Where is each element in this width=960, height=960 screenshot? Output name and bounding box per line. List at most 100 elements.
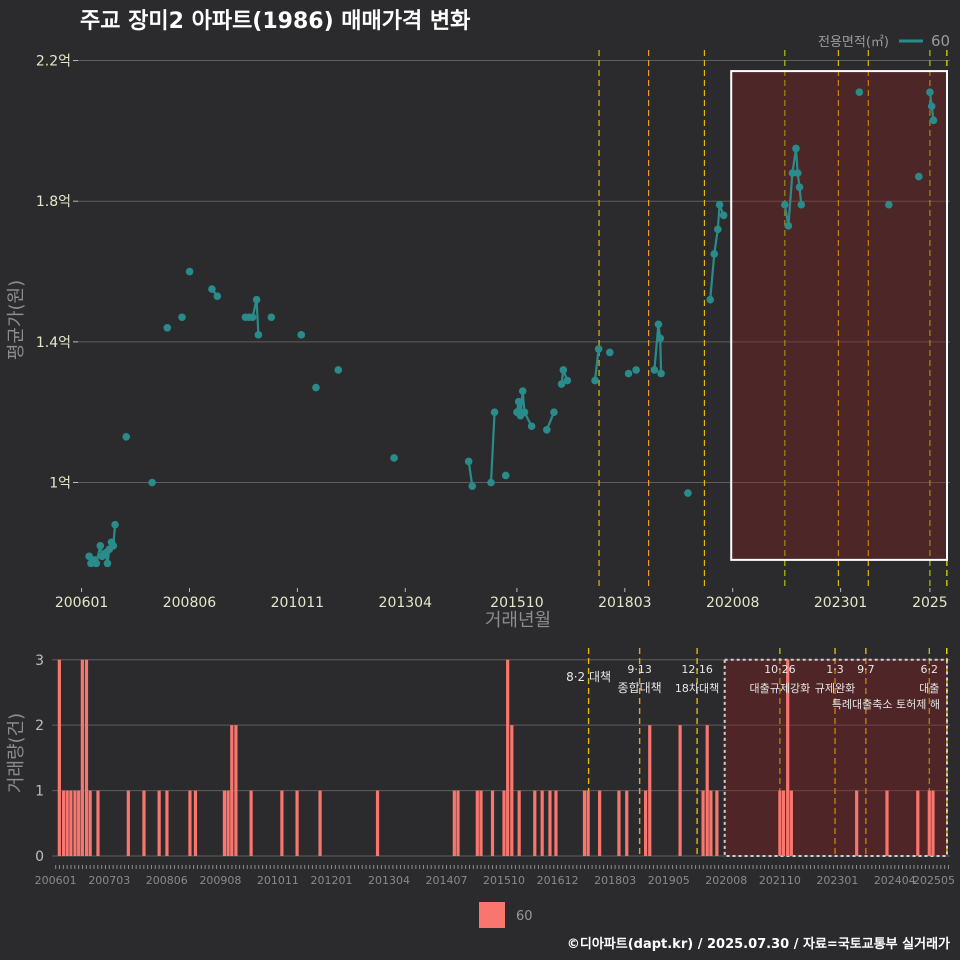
volume-x-tick-label: 201612	[537, 874, 579, 887]
y-axis-title: 평균가(원)	[6, 280, 27, 360]
volume-bar	[715, 790, 719, 856]
volume-bar	[73, 790, 77, 856]
policy-date-label: 1·3	[826, 663, 844, 676]
volume-x-tick-label: 202008	[705, 874, 747, 887]
volume-bar	[678, 725, 682, 856]
volume-bar	[80, 659, 84, 856]
price-point	[109, 542, 118, 550]
price-y-tick-label: 2.2억	[36, 54, 71, 70]
volume-bar	[84, 659, 89, 856]
price-point	[487, 478, 495, 487]
volume-bar	[533, 790, 537, 856]
price-point	[122, 432, 131, 441]
volume-bar	[142, 790, 146, 856]
x-axis-title: 거래년월	[485, 610, 551, 631]
legend-title: 전용면적(㎡)	[818, 35, 889, 50]
price-x-tick-label: 2025	[912, 595, 948, 611]
policy-text-label: 18차대책	[675, 682, 719, 695]
policy-text-label: 대출규제강화	[750, 682, 811, 695]
policy-date-label: 9·13	[627, 663, 652, 676]
price-point	[92, 559, 101, 568]
price-point	[793, 169, 802, 177]
policy-text-label: 규제완화	[815, 682, 855, 695]
policy-text-label: 대출	[919, 682, 939, 695]
price-y-tick-label: 1.4억	[36, 335, 71, 351]
volume-bar	[582, 790, 587, 856]
volume-bar	[226, 790, 230, 856]
volume-bar	[916, 790, 920, 856]
price-point	[297, 331, 306, 339]
chart-title: 주교 장미2 아파트(1986) 매매가격 변화	[80, 9, 470, 34]
price-point	[650, 366, 659, 374]
price-point	[557, 380, 566, 388]
volume-bar	[502, 790, 506, 856]
price-point	[684, 489, 692, 497]
volume-bar	[927, 790, 931, 856]
price-point	[792, 144, 800, 153]
price-x-tick-label: 201510	[490, 595, 543, 611]
price-point	[927, 102, 936, 111]
volume-bar	[193, 790, 198, 856]
volume-bar	[586, 790, 590, 856]
price-point	[103, 559, 112, 568]
volume-bar	[88, 790, 92, 856]
price-y-tick-label: 1억	[49, 476, 71, 492]
legend-series-label: 60	[931, 32, 950, 50]
highlight-box-volume	[723, 658, 948, 857]
volume-bar	[230, 725, 234, 856]
price-point	[855, 88, 864, 96]
price-point	[178, 313, 186, 322]
volume-bar	[249, 790, 253, 856]
price-point	[654, 320, 663, 329]
volume-x-tick-label: 201510	[483, 874, 525, 887]
price-point	[334, 366, 343, 374]
volume-x-tick-label: 201803	[594, 874, 636, 887]
volume-y-tick-label: 1	[35, 784, 44, 800]
price-point	[267, 313, 276, 322]
price-series-line	[467, 461, 474, 487]
volume-y-tick-label: 3	[35, 653, 44, 669]
volume-bar	[157, 790, 161, 856]
price-point	[797, 200, 806, 209]
price-point	[312, 383, 320, 392]
volume-bar	[554, 790, 558, 856]
volume-bar	[65, 790, 69, 856]
legend-bar-label: 60	[516, 909, 533, 924]
price-point	[163, 323, 172, 332]
volume-bar	[709, 790, 713, 856]
volume-bar	[548, 790, 552, 856]
price-point	[795, 183, 804, 191]
price-point	[719, 211, 728, 220]
price-point	[559, 366, 568, 374]
policy-date-label: 10·26	[764, 663, 796, 676]
volume-bar	[506, 659, 510, 856]
volume-x-tick-label: 202505	[913, 874, 955, 887]
policy-date-label: 6·2	[921, 663, 939, 676]
volume-bar	[188, 790, 192, 856]
volume-x-tick-label: 202404	[874, 874, 916, 887]
price-point	[594, 345, 603, 353]
volume-bar	[781, 790, 786, 856]
price-point	[252, 295, 261, 304]
volume-bar	[57, 659, 61, 856]
price-point	[148, 478, 156, 487]
volume-x-tick-label: 201201	[311, 874, 353, 887]
volume-x-tick-label: 200703	[88, 874, 130, 887]
volume-bar	[280, 790, 284, 856]
price-point	[550, 408, 558, 416]
price-x-tick-label: 201304	[379, 595, 433, 611]
volume-x-tick-label: 202110	[759, 874, 801, 887]
volume-bar	[490, 790, 495, 856]
price-series-line	[653, 324, 663, 374]
volume-x-tick-label: 200908	[199, 874, 241, 887]
highlight-box-price	[730, 70, 948, 561]
price-point	[111, 520, 119, 529]
price-point	[914, 172, 923, 181]
price-point	[710, 250, 719, 258]
price-point	[518, 387, 527, 395]
policy-date-label: 9·7	[857, 663, 875, 676]
volume-bar	[510, 725, 514, 856]
volume-y-tick-label: 2	[35, 718, 44, 734]
